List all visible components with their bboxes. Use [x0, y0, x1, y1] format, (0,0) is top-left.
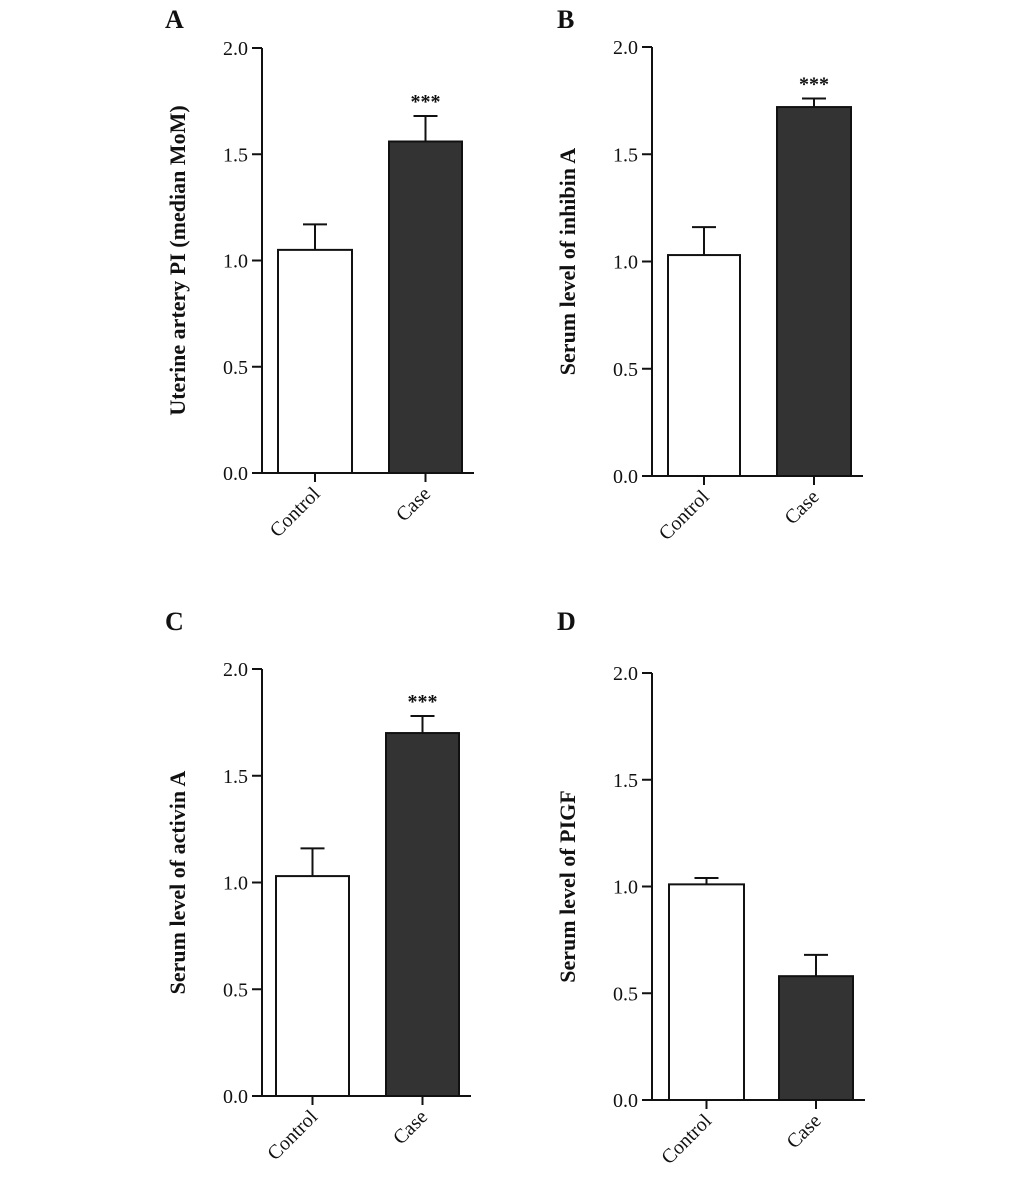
y-tick-label: 1.0	[613, 877, 638, 899]
panel-letter: C	[165, 607, 184, 636]
panel-a: A 0.0 0.5 1.0 1.5 2.0 Uterine artery PI (media…	[165, 5, 474, 542]
bar-control	[667, 254, 741, 477]
y-tick-label: 1.0	[223, 251, 248, 273]
y-tick-label: 0.5	[613, 983, 638, 1005]
x-tick-label: Control	[655, 486, 714, 545]
panel-c: C 0.0 0.5 1.0 1.5 2.0 Serum level of activin A…	[165, 607, 471, 1165]
y-tick-label: 1.5	[223, 766, 248, 788]
x-tick-label: Control	[263, 1106, 322, 1165]
y-axis-label: Uterine artery PI (median MoM)	[165, 105, 190, 415]
y-tick-label: 1.0	[613, 252, 638, 274]
y-tick-label: 0.0	[613, 1090, 638, 1112]
panel-letter: A	[165, 5, 184, 34]
significance-label: ***	[799, 73, 829, 95]
panel-letter: D	[557, 607, 576, 636]
significance-label: ***	[408, 691, 438, 713]
y-tick-label: 0.5	[223, 357, 248, 379]
panel-d: D 0.0 0.5 1.0 1.5 2.0 Serum level of PIGF Contr…	[555, 607, 865, 1169]
panel-b: B 0.0 0.5 1.0 1.5 2.0 Serum level of inhibin A…	[555, 5, 863, 545]
y-tick-label: 0.0	[223, 1086, 248, 1108]
x-tick-label: Case	[782, 1110, 825, 1153]
x-tick-label: Case	[389, 1106, 432, 1149]
y-tick-label: 2.0	[223, 659, 248, 681]
y-tick-label: 2.0	[613, 663, 638, 685]
y-tick-label: 2.0	[613, 37, 638, 59]
x-tick-label: Case	[392, 483, 435, 526]
x-tick-label: Control	[657, 1110, 716, 1169]
y-tick-label: 0.5	[223, 979, 248, 1001]
bar-control	[668, 883, 745, 1101]
x-tick-label: Control	[266, 483, 325, 542]
y-tick-label: 1.5	[223, 144, 248, 166]
y-tick-label: 0.0	[613, 466, 638, 488]
y-tick-label: 0.0	[223, 463, 248, 485]
y-axis-label: Serum level of activin A	[165, 771, 190, 995]
y-tick-label: 1.0	[223, 873, 248, 895]
x-tick-label: Case	[780, 486, 823, 529]
bar-case	[778, 975, 854, 1101]
y-tick-label: 0.5	[613, 359, 638, 381]
y-tick-label: 1.5	[613, 144, 638, 166]
bar-control	[275, 875, 350, 1097]
significance-label: ***	[411, 91, 441, 113]
bar-case	[776, 106, 852, 477]
y-tick-label: 1.5	[613, 770, 638, 792]
panel-letter: B	[557, 5, 574, 34]
y-axis-label: Serum level of inhibin A	[555, 148, 580, 375]
y-tick-label: 2.0	[223, 38, 248, 60]
bar-control	[277, 248, 353, 474]
bar-case	[385, 732, 460, 1097]
y-axis-label: Serum level of PIGF	[555, 790, 580, 982]
bar-case	[388, 140, 463, 474]
